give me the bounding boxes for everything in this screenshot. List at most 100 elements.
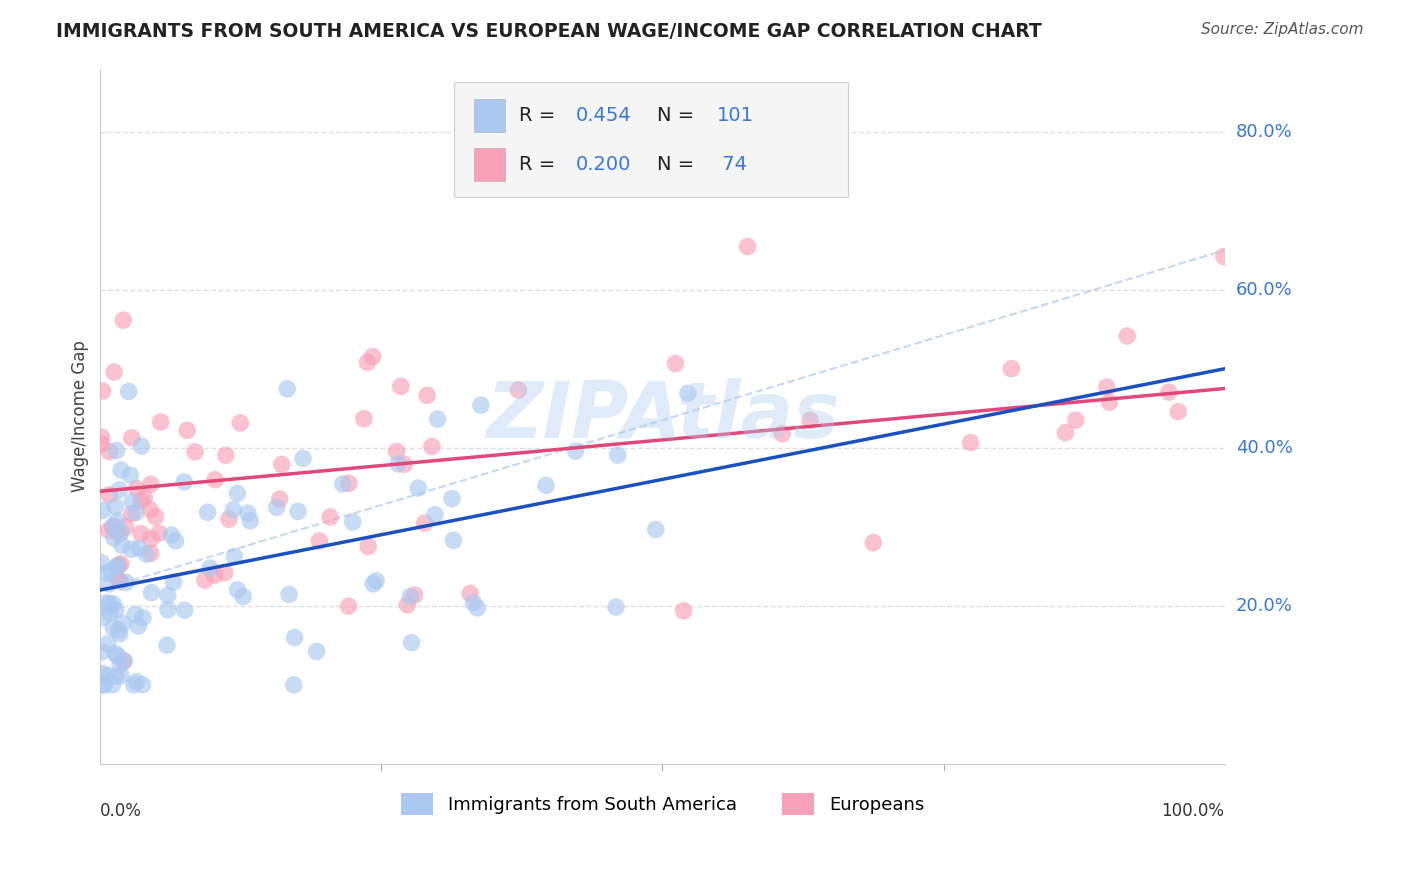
Point xyxy=(644,523,666,537)
Point xyxy=(141,585,163,599)
Text: 60.0%: 60.0% xyxy=(1236,281,1292,299)
Point xyxy=(97,523,120,537)
Point xyxy=(98,488,121,502)
Point xyxy=(672,604,695,618)
Point xyxy=(105,514,128,528)
Y-axis label: Wage/Income Gap: Wage/Income Gap xyxy=(72,340,89,492)
Point xyxy=(108,627,131,641)
Point xyxy=(232,590,254,604)
Point xyxy=(107,649,129,664)
Point xyxy=(176,423,198,437)
Point xyxy=(145,509,167,524)
Text: R =: R = xyxy=(519,155,561,174)
Point xyxy=(108,527,131,541)
Point xyxy=(156,589,179,603)
Point xyxy=(463,596,485,610)
Point xyxy=(156,638,179,652)
Point xyxy=(399,590,422,604)
Point xyxy=(361,350,384,364)
Point xyxy=(103,365,125,379)
Point xyxy=(198,561,221,575)
Point xyxy=(110,669,132,683)
Point xyxy=(470,398,492,412)
Point xyxy=(120,542,142,557)
Point xyxy=(173,603,195,617)
Point xyxy=(440,491,463,506)
Point xyxy=(305,644,328,658)
Text: 20.0%: 20.0% xyxy=(1236,597,1292,615)
Point xyxy=(269,491,291,506)
Point xyxy=(110,557,132,571)
Point xyxy=(139,502,162,516)
Point xyxy=(104,647,127,661)
Point xyxy=(131,439,153,453)
Point xyxy=(98,577,121,591)
Point xyxy=(125,482,148,496)
Point xyxy=(332,477,354,491)
Point xyxy=(194,573,217,587)
Point xyxy=(737,239,759,253)
Text: 0.200: 0.200 xyxy=(576,155,631,174)
Point xyxy=(98,606,121,620)
Point xyxy=(385,444,408,458)
Point xyxy=(91,678,114,692)
Point xyxy=(162,575,184,590)
Point xyxy=(676,386,699,401)
Point xyxy=(1116,329,1139,343)
Text: N =: N = xyxy=(657,155,700,174)
Point xyxy=(1212,250,1234,264)
Point xyxy=(127,619,149,633)
Point xyxy=(276,382,298,396)
Text: 100.0%: 100.0% xyxy=(1161,802,1225,820)
Text: N =: N = xyxy=(657,106,700,125)
Point xyxy=(121,494,143,508)
Point xyxy=(107,573,129,587)
Text: IMMIGRANTS FROM SOUTH AMERICA VS EUROPEAN WAGE/INCOME GAP CORRELATION CHART: IMMIGRANTS FROM SOUTH AMERICA VS EUROPEA… xyxy=(56,22,1042,41)
Point xyxy=(508,383,530,397)
Point xyxy=(337,599,360,613)
Point xyxy=(606,448,628,462)
Point xyxy=(94,596,117,610)
Point xyxy=(90,556,112,570)
Point xyxy=(401,635,423,649)
Point xyxy=(104,669,127,683)
Point xyxy=(173,475,195,489)
Point xyxy=(224,549,246,564)
Point xyxy=(1054,425,1077,440)
Point xyxy=(104,500,127,514)
Point xyxy=(90,430,112,444)
Point xyxy=(129,493,152,508)
Point xyxy=(396,598,419,612)
Point xyxy=(534,478,557,492)
Point xyxy=(124,607,146,622)
Point xyxy=(122,678,145,692)
Point xyxy=(1157,385,1180,400)
Point xyxy=(426,412,449,426)
Point xyxy=(110,463,132,477)
Point xyxy=(149,415,172,429)
Point xyxy=(342,515,364,529)
Point xyxy=(218,512,240,526)
Point xyxy=(100,564,122,578)
Point xyxy=(101,678,124,692)
Point xyxy=(356,355,378,369)
Point xyxy=(107,558,129,573)
Point xyxy=(108,483,131,497)
Point xyxy=(121,431,143,445)
Point xyxy=(337,476,360,491)
Point xyxy=(353,411,375,425)
Point xyxy=(111,616,134,631)
Point xyxy=(1095,380,1118,394)
Point xyxy=(125,505,148,519)
Point xyxy=(236,506,259,520)
Text: 80.0%: 80.0% xyxy=(1236,123,1292,141)
Point xyxy=(413,516,436,530)
Point xyxy=(222,503,245,517)
Point xyxy=(204,568,226,582)
Point xyxy=(408,481,430,495)
Point xyxy=(105,560,128,574)
Point xyxy=(90,645,112,659)
Point xyxy=(394,458,416,472)
Point xyxy=(564,444,586,458)
Point xyxy=(215,448,238,462)
